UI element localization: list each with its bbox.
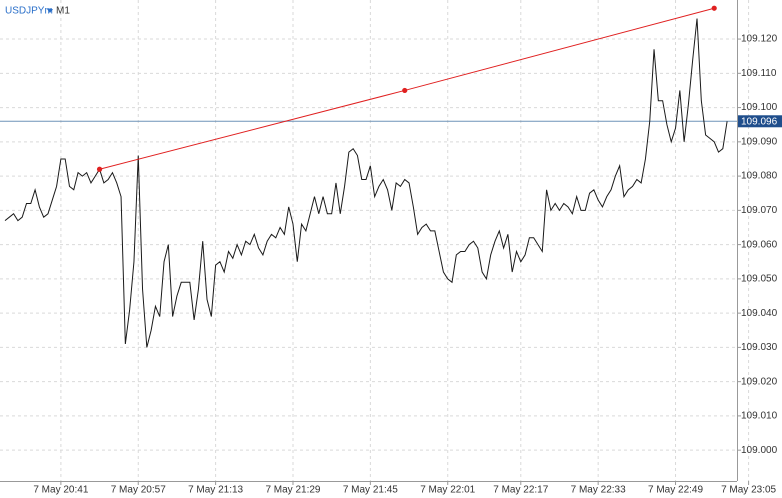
y-tick-label: 109.110 (741, 68, 777, 79)
y-tick-label: 109.080 (741, 171, 778, 182)
x-tick-label: 7 May 22:01 (420, 485, 475, 496)
x-tick-label: 7 May 21:29 (265, 485, 320, 496)
y-tick-label: 109.120 (741, 34, 778, 45)
x-tick-label: 7 May 21:13 (188, 485, 243, 496)
trendline-segment (404, 7, 715, 91)
y-tick-label: 109.010 (741, 411, 778, 422)
price-line (4, 18, 728, 348)
x-tick-label: 7 May 21:45 (343, 485, 398, 496)
y-tick-label: 109.070 (741, 205, 778, 216)
dropdown-icon[interactable] (47, 9, 53, 13)
y-tick-label: 109.100 (741, 102, 778, 113)
x-tick-label: 7 May 22:49 (648, 485, 703, 496)
trendline-point (711, 5, 717, 11)
x-tick-label: 7 May 22:17 (493, 485, 548, 496)
trendline-segment (99, 89, 405, 170)
x-tick-label: 7 May 20:41 (33, 485, 88, 496)
y-tick-label: 109.030 (741, 342, 778, 353)
trendline-point (96, 166, 103, 172)
y-tick-label: 109.040 (741, 308, 778, 319)
x-tick-label: 7 May 23:05 (721, 485, 776, 496)
current-price-label: 109.096 (741, 116, 778, 127)
symbol[interactable]: USDJPYm (5, 6, 53, 17)
trendline-point (402, 87, 408, 94)
grid (0, 0, 750, 481)
y-tick-label: 109.020 (741, 376, 778, 387)
y-tick-label: 109.000 (741, 445, 778, 456)
y-tick-label: 109.050 (741, 274, 778, 285)
x-tick-label: 7 May 20:57 (111, 485, 166, 496)
x-tick-label: 7 May 22:33 (571, 485, 626, 496)
current-price-box (738, 115, 782, 128)
timeframe[interactable]: M1 (56, 6, 70, 17)
y-tick-label: 109.060 (741, 239, 778, 250)
y-tick-label: 109.090 (741, 136, 778, 147)
